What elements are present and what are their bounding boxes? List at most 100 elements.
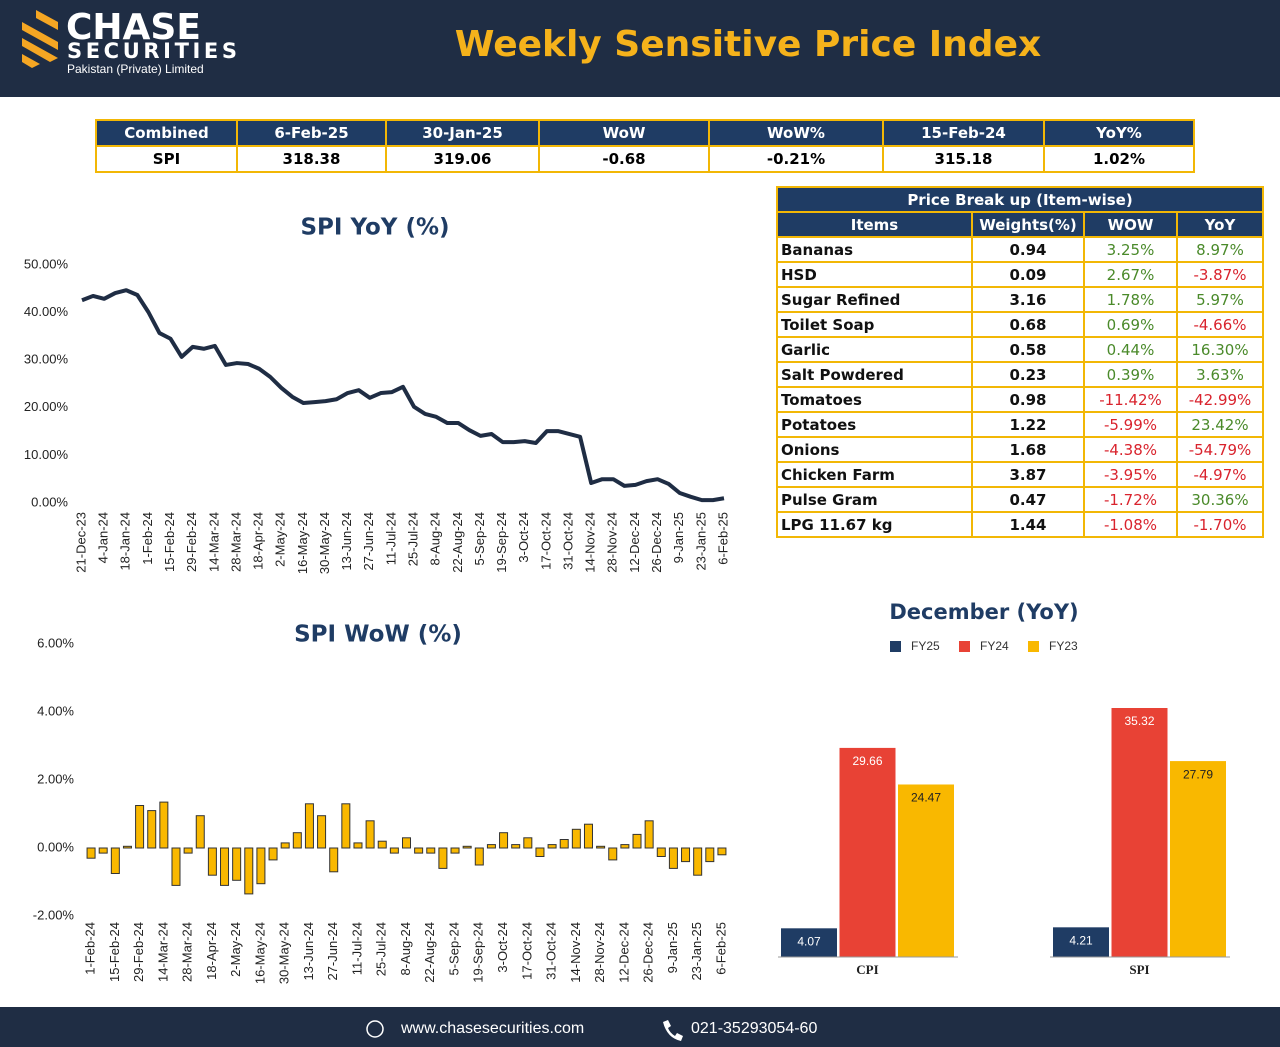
table-row: Pulse Gram 0.47 -1.72% 30.36% [776, 486, 1264, 513]
bar [474, 847, 484, 866]
table-cell: -1.72% [1083, 486, 1178, 513]
table-row: Tomatoes 0.98 -11.42% -42.99% [776, 386, 1264, 413]
item-name: Toilet Soap [776, 311, 973, 338]
table-cell: 23.42% [1176, 411, 1264, 438]
bar [1053, 927, 1109, 957]
table-cell: 1.78% [1083, 286, 1178, 313]
x-tick-label: 28-Mar-24 [180, 922, 195, 982]
table-cell: -0.21% [708, 145, 884, 173]
bar [256, 847, 266, 885]
bar [486, 844, 496, 849]
table-cell: -5.99% [1083, 411, 1178, 438]
bar [839, 747, 896, 957]
x-tick-label: 27-Jun-24 [325, 922, 340, 981]
table-cell: 319.06 [385, 145, 540, 173]
table-row: Toilet Soap 0.68 0.69% -4.66% [776, 311, 1264, 338]
table-row: Price Break up (Item-wise) [776, 186, 1264, 213]
x-tick-label: 22-Aug-24 [450, 512, 465, 573]
table-cell: 1.68 [971, 436, 1085, 463]
bar [122, 845, 132, 849]
x-tick-label: 22-Aug-24 [422, 922, 437, 983]
y-tick-label: 20.00% [24, 399, 69, 414]
column-header: YoY% [1043, 119, 1195, 147]
table-cell: -42.99% [1176, 386, 1264, 413]
table-cell: 0.39% [1083, 361, 1178, 388]
x-tick-label: 5-Sep-24 [472, 512, 487, 565]
bar [583, 823, 593, 849]
bar [632, 833, 642, 849]
item-name: LPG 11.67 kg [776, 511, 973, 538]
column-header: 6-Feb-25 [236, 119, 387, 147]
x-tick-label: 27-Jun-24 [361, 512, 376, 571]
x-tick-label: 13-Jun-24 [339, 512, 354, 571]
x-tick-label: 28-Mar-24 [228, 512, 243, 572]
website[interactable]: www.chasesecurities.com [400, 1020, 584, 1037]
bar [110, 847, 120, 874]
bar [559, 839, 569, 849]
bar [317, 815, 327, 849]
x-tick-label: 1-Feb-24 [140, 512, 155, 565]
x-tick-label: 1-Feb-24 [83, 922, 98, 975]
bar [438, 847, 448, 869]
table-cell: 0.94 [971, 236, 1085, 263]
x-tick-label: 18-Apr-24 [204, 922, 219, 980]
table-cell: 0.44% [1083, 336, 1178, 363]
bar [147, 810, 157, 849]
table-row: Salt Powdered 0.23 0.39% 3.63% [776, 361, 1264, 388]
bar [1111, 708, 1168, 957]
x-tick-label: 26-Dec-24 [649, 512, 664, 573]
x-tick-label: 9-Jan-25 [671, 512, 686, 563]
bar [98, 847, 108, 854]
x-tick-label: 2-May-24 [228, 922, 243, 977]
bar [426, 847, 436, 854]
summary-table: Combined 6-Feb-25 30-Jan-25 WoW WoW% 15-Feb-2… [95, 119, 1195, 173]
bar [668, 847, 678, 869]
bar [450, 847, 460, 854]
x-tick-label: 21-Dec-23 [73, 512, 88, 573]
table-cell: 1.02% [1043, 145, 1195, 173]
table-cell: 1.22 [971, 411, 1085, 438]
bar [135, 805, 145, 849]
x-tick-label: SPI [1129, 962, 1149, 977]
table-cell: 0.23 [971, 361, 1085, 388]
bar [292, 832, 302, 849]
bar [499, 832, 509, 849]
bar [195, 815, 205, 849]
table-row: Items Weights(%) WOW YoY [776, 211, 1264, 238]
x-tick-label: 3-Oct-24 [495, 922, 510, 973]
x-tick-label: 16-May-24 [252, 922, 267, 984]
bar [171, 847, 181, 886]
table-row: LPG 11.67 kg 1.44 -1.08% -1.70% [776, 511, 1264, 538]
x-tick-label: CPI [856, 962, 878, 977]
table-cell: 30.36% [1176, 486, 1264, 513]
table-cell: 16.30% [1176, 336, 1264, 363]
chart-title: SPI WoW (%) [294, 622, 462, 648]
bar [329, 847, 339, 873]
value-label: 24.47 [911, 791, 941, 805]
bar [571, 828, 581, 849]
item-name: Sugar Refined [776, 286, 973, 313]
table-cell: SPI [95, 145, 238, 173]
bar [414, 847, 424, 854]
y-tick-label: -2.00% [33, 907, 75, 922]
x-tick-label: 31-Oct-24 [544, 922, 559, 980]
y-tick-label: 30.00% [24, 352, 69, 367]
table-row: Potatoes 1.22 -5.99% 23.42% [776, 411, 1264, 438]
column-header: YoY [1176, 211, 1264, 238]
bar [365, 820, 375, 849]
x-tick-label: 5-Sep-24 [446, 922, 461, 975]
x-tick-label: 30-May-24 [277, 922, 292, 984]
table-cell: 3.63% [1176, 361, 1264, 388]
x-tick-label: 6-Feb-25 [715, 512, 730, 565]
x-tick-label: 14-Nov-24 [583, 512, 598, 573]
x-tick-label: 8-Aug-24 [428, 512, 443, 565]
table-row: Garlic 0.58 0.44% 16.30% [776, 336, 1264, 363]
table-cell: -4.66% [1176, 311, 1264, 338]
x-tick-label: 4-Jan-24 [96, 512, 111, 563]
table-cell: -1.70% [1176, 511, 1264, 538]
table-cell: -0.68 [538, 145, 710, 173]
table-cell: -3.95% [1083, 461, 1178, 488]
table-title: Price Break up (Item-wise) [776, 186, 1264, 213]
table-cell: 8.97% [1176, 236, 1264, 263]
